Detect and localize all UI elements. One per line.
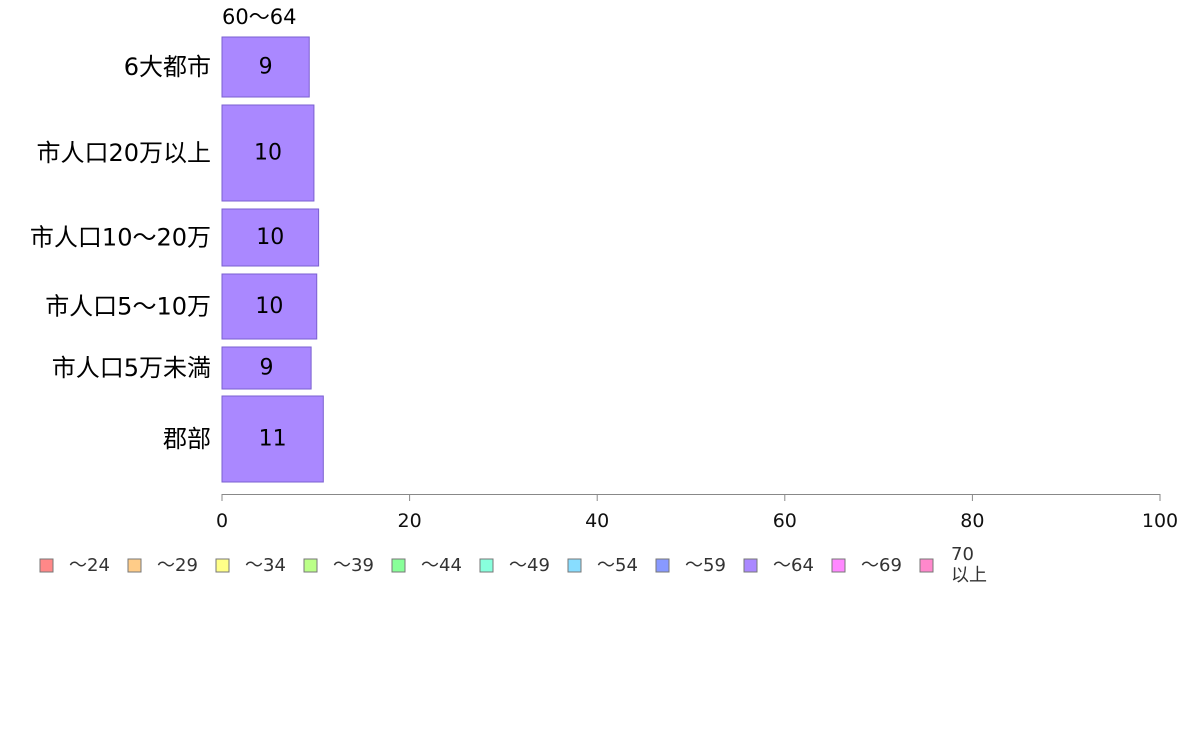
legend-swatch xyxy=(479,558,494,573)
legend-swatch xyxy=(567,558,582,573)
category-label: 市人口5〜10万 xyxy=(45,293,211,321)
legend-label: 〜59 xyxy=(685,555,726,576)
bar-value-label: 10 xyxy=(256,225,284,250)
bar-value-label: 9 xyxy=(259,55,273,80)
legend: 〜24 〜29 〜34 〜39 〜44 〜49 〜54 〜59 〜64 〜69 70 以上 xyxy=(39,544,987,586)
bar-segment xyxy=(221,346,312,390)
legend-label: 〜34 xyxy=(245,555,286,576)
bar-value-label: 10 xyxy=(254,141,282,166)
legend-label: 〜44 xyxy=(421,555,462,576)
legend-swatch xyxy=(215,558,230,573)
bar-value-label: 11 xyxy=(259,427,287,452)
bar-segment xyxy=(221,104,315,202)
legend-label: 〜54 xyxy=(597,555,638,576)
x-axis: 0 20 40 60 80 100 xyxy=(216,494,1178,532)
legend-label: 〜29 xyxy=(157,555,198,576)
bar-value-label: 9 xyxy=(260,356,274,381)
x-tick-label: 60 xyxy=(773,510,797,532)
legend-label: 〜69 xyxy=(861,555,902,576)
x-tick-label: 80 xyxy=(960,510,984,532)
x-tick-label: 0 xyxy=(216,510,228,532)
legend-swatch xyxy=(391,558,406,573)
legend-swatch xyxy=(831,558,846,573)
plot-area: 60〜64 6大都市 9 市人口20万以上 10 市人口10〜20万 10 市人口5〜10万 1… xyxy=(30,5,324,483)
category-label: 郡部 xyxy=(163,425,211,453)
legend-label: 〜49 xyxy=(509,555,550,576)
legend-label: 〜39 xyxy=(333,555,374,576)
legend-swatch xyxy=(303,558,318,573)
legend-label: 〜64 xyxy=(773,555,814,576)
bar-segment xyxy=(221,273,318,340)
category-label: 市人口5万未満 xyxy=(52,354,211,382)
category-label: 市人口10〜20万 xyxy=(30,224,211,252)
bar-value-label: 10 xyxy=(255,294,283,319)
x-tick-label: 20 xyxy=(398,510,422,532)
segment-group-label: 60〜64 xyxy=(222,5,296,29)
legend-label: 〜24 xyxy=(69,555,110,576)
bar-segment xyxy=(221,208,320,267)
x-tick-label: 100 xyxy=(1142,510,1178,532)
category-label: 6大都市 xyxy=(124,53,211,81)
legend-swatch xyxy=(919,558,934,573)
legend-swatch xyxy=(655,558,670,573)
legend-label: 70 以上 xyxy=(951,544,987,586)
legend-swatch xyxy=(127,558,142,573)
legend-swatch xyxy=(743,558,758,573)
legend-swatch xyxy=(39,558,54,573)
bar-segment xyxy=(221,36,310,98)
x-tick-label: 40 xyxy=(585,510,609,532)
bar-segment xyxy=(221,395,324,483)
category-label: 市人口20万以上 xyxy=(36,139,211,167)
